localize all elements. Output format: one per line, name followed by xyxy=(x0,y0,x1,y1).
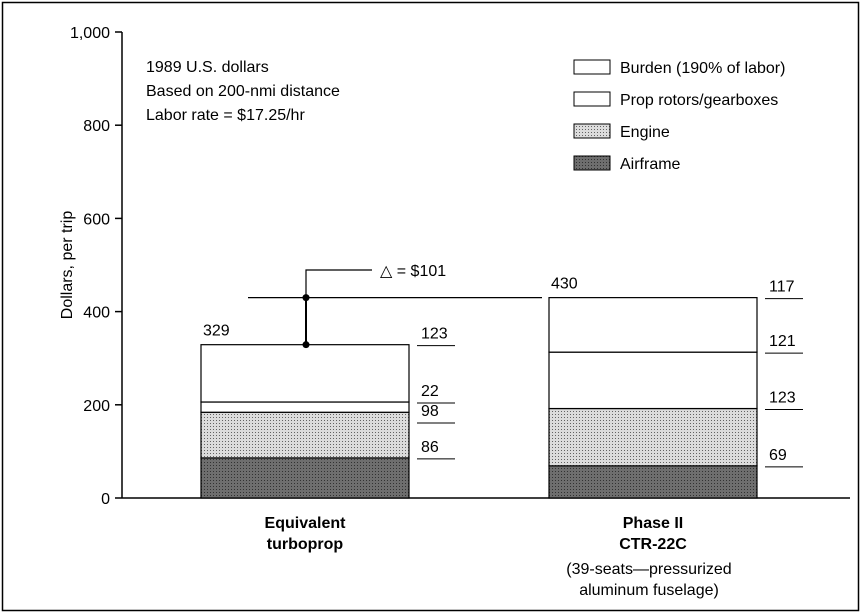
value-label: 98 xyxy=(421,403,439,420)
value-label: 86 xyxy=(421,439,439,456)
legend-swatch xyxy=(573,91,611,107)
delta-annotation: △ = $101 xyxy=(380,263,446,280)
legend-swatch xyxy=(573,59,611,75)
value-label: 117 xyxy=(769,279,795,296)
bar-segment xyxy=(200,401,410,413)
bar-segment xyxy=(200,457,410,499)
legend-label: Airframe xyxy=(620,156,681,173)
y-tick-label: 200 xyxy=(83,398,110,415)
value-label: 123 xyxy=(421,326,448,343)
value-label: 123 xyxy=(769,390,796,407)
bar-segment xyxy=(548,297,758,353)
bar-segment xyxy=(548,351,758,410)
bar-segment xyxy=(200,411,410,459)
y-axis-label: Dollars, per trip xyxy=(59,211,76,320)
bar-segment xyxy=(548,407,758,467)
y-tick-label: 600 xyxy=(83,211,110,228)
note: Labor rate = $17.25/hr xyxy=(146,107,305,124)
total-label: 430 xyxy=(551,276,578,293)
bar-segment xyxy=(200,344,410,403)
delta-dot xyxy=(302,341,310,349)
y-tick-label: 400 xyxy=(83,305,110,322)
value-label: 121 xyxy=(769,333,796,350)
value-label: 22 xyxy=(421,383,439,400)
bar-segment xyxy=(548,465,758,499)
value-label: 69 xyxy=(769,447,787,464)
y-tick-label: 800 xyxy=(83,118,110,135)
x-tick-label: Phase II CTR-22C xyxy=(619,515,687,553)
category-note: (39-seats—pressurized aluminum fuselage) xyxy=(566,561,731,599)
delta-leader xyxy=(305,269,372,298)
y-tick-label: 1,000 xyxy=(70,25,110,42)
legend-swatch xyxy=(573,123,611,139)
total-label: 329 xyxy=(203,323,230,340)
note: 1989 U.S. dollars xyxy=(146,59,269,76)
y-tick-label: 0 xyxy=(101,491,110,508)
x-tick-label: Equivalent turboprop xyxy=(265,515,347,553)
legend-swatch xyxy=(573,155,611,171)
legend-label: Burden (190% of labor) xyxy=(620,60,785,77)
note: Based on 200-nmi distance xyxy=(146,83,340,100)
legend-label: Prop rotors/gearboxes xyxy=(620,92,778,109)
legend-label: Engine xyxy=(620,124,670,141)
